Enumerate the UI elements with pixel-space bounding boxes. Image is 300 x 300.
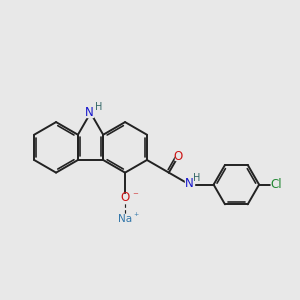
Bar xyxy=(271,181,280,188)
Text: N: N xyxy=(85,106,93,119)
Bar xyxy=(119,215,131,223)
Text: H: H xyxy=(194,173,201,183)
Bar xyxy=(185,179,194,187)
Text: H: H xyxy=(95,103,102,112)
Text: N: N xyxy=(185,177,194,190)
Bar xyxy=(175,152,182,160)
Text: Cl: Cl xyxy=(270,178,282,191)
Bar xyxy=(121,194,129,202)
Text: Na: Na xyxy=(118,214,132,224)
Bar xyxy=(85,109,93,117)
Text: ⁺: ⁺ xyxy=(134,212,139,222)
Text: ⁻: ⁻ xyxy=(133,191,138,201)
Text: O: O xyxy=(120,191,130,204)
Text: O: O xyxy=(174,150,183,163)
